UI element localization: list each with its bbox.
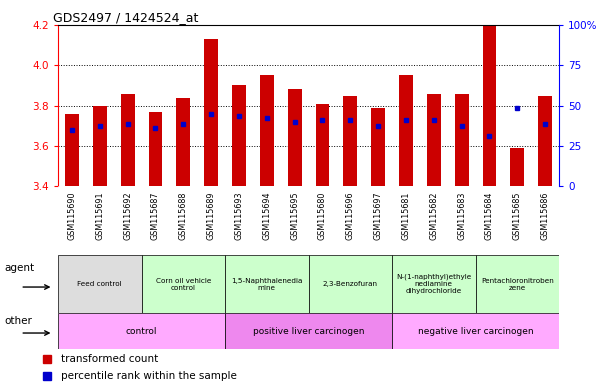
Bar [309, 255, 392, 313]
Text: GDS2497 / 1424524_at: GDS2497 / 1424524_at [53, 11, 199, 24]
Text: 1,5-Naphthalenedia
mine: 1,5-Naphthalenedia mine [231, 278, 302, 291]
Text: agent: agent [5, 263, 35, 273]
Bar [121, 94, 134, 186]
Text: 2,3-Benzofuran: 2,3-Benzofuran [323, 281, 378, 287]
Bar [260, 75, 274, 186]
Bar [399, 75, 413, 186]
Bar [65, 114, 79, 186]
Text: N-(1-naphthyl)ethyle
nediamine
dihydrochloride: N-(1-naphthyl)ethyle nediamine dihydroch… [396, 274, 472, 295]
Text: GSM115687: GSM115687 [151, 192, 160, 240]
Bar [315, 104, 329, 186]
Text: Corn oil vehicle
control: Corn oil vehicle control [156, 278, 211, 291]
Text: GSM115691: GSM115691 [95, 192, 104, 240]
Text: Pentachloronitroben
zene: Pentachloronitroben zene [481, 278, 554, 291]
Text: GSM115683: GSM115683 [457, 192, 466, 240]
Text: percentile rank within the sample: percentile rank within the sample [61, 371, 236, 381]
Text: GSM115684: GSM115684 [485, 192, 494, 240]
Bar [225, 255, 309, 313]
Bar [232, 86, 246, 186]
Bar [455, 94, 469, 186]
Bar [392, 313, 559, 349]
Bar [225, 313, 392, 349]
Bar [510, 148, 524, 186]
Text: GSM115693: GSM115693 [235, 192, 243, 240]
Bar [204, 39, 218, 186]
Text: GSM115695: GSM115695 [290, 192, 299, 240]
Bar [371, 108, 385, 186]
Text: GSM115689: GSM115689 [207, 192, 216, 240]
Text: control: control [126, 327, 157, 336]
Text: other: other [5, 316, 32, 326]
Text: GSM115690: GSM115690 [67, 192, 76, 240]
Bar [148, 112, 163, 186]
Text: Feed control: Feed control [78, 281, 122, 287]
Bar [475, 255, 559, 313]
Bar [483, 0, 496, 186]
Text: GSM115696: GSM115696 [346, 192, 355, 240]
Bar [538, 96, 552, 186]
Text: GSM115682: GSM115682 [430, 192, 438, 240]
Text: GSM115688: GSM115688 [179, 192, 188, 240]
Text: GSM115694: GSM115694 [262, 192, 271, 240]
Bar [392, 255, 475, 313]
Text: GSM115686: GSM115686 [541, 192, 550, 240]
Bar [58, 313, 225, 349]
Text: negative liver carcinogen: negative liver carcinogen [418, 327, 533, 336]
Text: GSM115681: GSM115681 [401, 192, 411, 240]
Text: transformed count: transformed count [61, 354, 158, 364]
Bar [288, 89, 302, 186]
Text: GSM115692: GSM115692 [123, 192, 132, 240]
Text: GSM115685: GSM115685 [513, 192, 522, 240]
Text: positive liver carcinogen: positive liver carcinogen [253, 327, 364, 336]
Bar [58, 255, 142, 313]
Bar [427, 94, 441, 186]
Text: GSM115680: GSM115680 [318, 192, 327, 240]
Bar [343, 96, 357, 186]
Text: GSM115697: GSM115697 [374, 192, 382, 240]
Bar [177, 98, 190, 186]
Bar [93, 106, 107, 186]
Bar [142, 255, 225, 313]
